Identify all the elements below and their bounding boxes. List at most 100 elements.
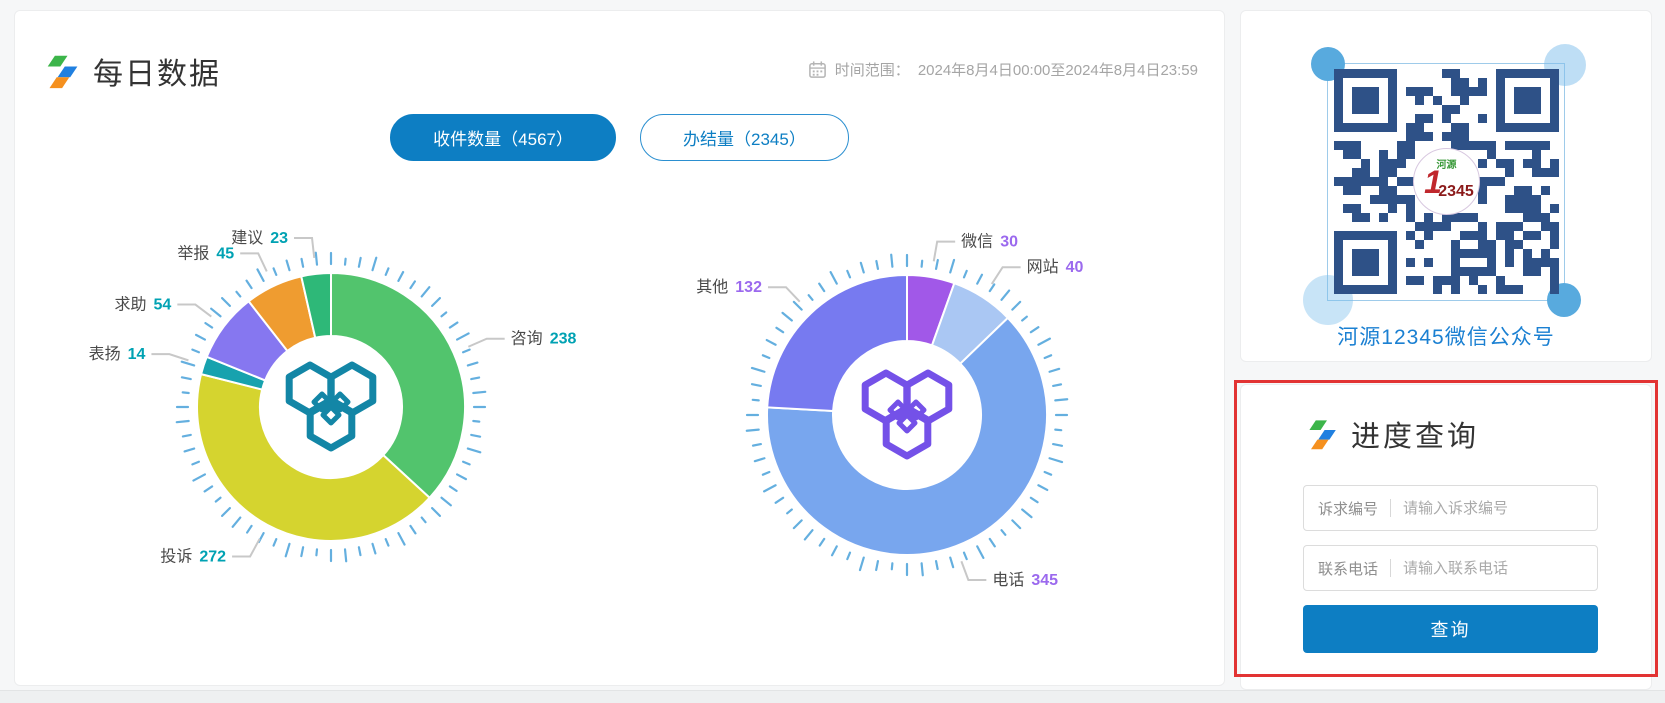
case-number-label: 诉求编号: [1318, 500, 1379, 518]
received-by-type-donut-chart: 咨询 238 投诉 272 表扬 14 求助 54 举报 45 建议 23: [29, 189, 629, 669]
contact-phone-input[interactable]: [1403, 559, 1583, 577]
wechat-qr-card: 河源 1 2345 河源12345微信公众号: [1240, 10, 1652, 362]
tick-mark: [1000, 529, 1007, 536]
svg-text:2345: 2345: [1438, 183, 1474, 200]
field-divider: [1390, 559, 1392, 577]
tick-mark: [803, 529, 814, 541]
tick-mark: [448, 321, 459, 329]
qr-caption: 河源12345微信公众号: [1337, 326, 1555, 349]
slice-label: 求助 54: [115, 295, 172, 313]
tick-mark: [214, 496, 222, 503]
tick-mark: [472, 419, 481, 423]
tick-mark: [466, 361, 479, 367]
tick-mark: [846, 269, 852, 279]
qr-code-image: 河源12345: [1334, 69, 1559, 294]
tick-mark: [1029, 326, 1040, 334]
tick-mark: [1052, 383, 1063, 388]
contact-phone-label: 联系电话: [1318, 560, 1379, 578]
query-submit-button[interactable]: 查询: [1303, 605, 1598, 653]
progress-query-card: 进度查询 诉求编号 联系电话 查询: [1240, 384, 1652, 690]
received-count-button[interactable]: 收件数量（4567）: [390, 114, 616, 161]
slice-label: 投诉 272: [160, 547, 226, 565]
tick-mark: [192, 473, 206, 482]
brand-icon: [47, 55, 78, 89]
tick-mark: [920, 259, 924, 268]
tick-mark: [875, 259, 880, 270]
tick-mark: [284, 542, 291, 558]
time-range: 时间范围： 2024年8月4日00:00至2024年8月4日23:59: [808, 59, 1198, 80]
tick-mark: [761, 354, 771, 360]
tick-mark: [1011, 300, 1022, 311]
tick-mark: [221, 507, 231, 517]
tick-mark: [470, 433, 482, 438]
tick-mark: [792, 300, 803, 311]
tick-mark: [203, 485, 214, 493]
progress-query-header: 进度查询: [1307, 413, 1479, 455]
tick-mark: [456, 332, 470, 341]
tick-mark: [472, 390, 487, 395]
tick-mark: [314, 251, 319, 266]
tick-mark: [409, 280, 416, 290]
tick-mark: [875, 560, 880, 572]
tick-mark: [962, 269, 968, 279]
tick-mark: [343, 548, 348, 563]
brand-icon: [1309, 420, 1336, 450]
tick-mark: [949, 258, 956, 274]
tick-mark: [470, 376, 481, 381]
tick-mark: [397, 532, 406, 546]
tick-mark: [235, 290, 242, 298]
tick-mark: [1037, 337, 1051, 346]
label-leader-line: [960, 560, 987, 581]
slice-label: 表扬 14: [89, 345, 146, 363]
tick-mark: [890, 562, 894, 571]
tick-mark: [1052, 442, 1064, 447]
tick-mark: [371, 256, 378, 272]
donut-slice-建议: [300, 271, 332, 339]
case-number-field[interactable]: 诉求编号: [1303, 485, 1598, 531]
hexagon-logo-icon: [861, 369, 953, 460]
daily-data-header: 每日数据: [45, 49, 221, 93]
svg-text:河源: 河源: [1437, 158, 1457, 171]
tick-mark: [272, 267, 278, 276]
tick-mark: [397, 270, 405, 282]
tick-mark: [988, 283, 996, 293]
tick-mark: [456, 473, 468, 481]
tick-mark: [976, 545, 985, 559]
tick-mark: [221, 297, 231, 307]
tick-mark: [409, 524, 417, 535]
tick-mark: [343, 257, 347, 266]
tick-mark: [384, 538, 390, 547]
case-number-input[interactable]: [1403, 499, 1583, 517]
tick-mark: [890, 253, 894, 268]
tick-mark: [300, 257, 305, 268]
slice-label: 举报 45: [177, 244, 234, 262]
tick-mark: [420, 516, 427, 524]
tick-mark: [210, 307, 222, 318]
tick-mark: [371, 542, 377, 555]
time-range-value: 2024年8月4日00:00至2024年8月4日23:59: [917, 62, 1198, 79]
donut-svg: 微信 30 网站 40 电话 345 其他 132: [696, 232, 1083, 588]
tick-mark: [775, 326, 785, 334]
tick-mark: [745, 428, 760, 432]
slice-label: 建议 23: [231, 229, 288, 247]
tick-mark: [761, 470, 771, 476]
tick-mark: [751, 442, 762, 447]
donut-slice-咨询: [330, 271, 466, 500]
tick-mark: [786, 508, 793, 515]
contact-phone-field[interactable]: 联系电话: [1303, 545, 1598, 591]
completed-count-button[interactable]: 办结量（2345）: [640, 114, 849, 161]
tick-mark: [315, 548, 319, 557]
tick-mark: [300, 546, 305, 558]
label-leader-line: [990, 266, 1021, 285]
slice-label: 微信 30: [961, 232, 1018, 250]
tick-mark: [988, 537, 996, 548]
label-leader-line: [232, 538, 261, 558]
tick-mark: [440, 311, 448, 318]
tick-mark: [858, 556, 865, 572]
tick-mark: [431, 297, 441, 307]
tick-mark: [181, 391, 190, 395]
label-leader-line: [932, 240, 956, 262]
donut-slice-电话: [766, 316, 1048, 556]
tick-mark: [830, 545, 838, 557]
